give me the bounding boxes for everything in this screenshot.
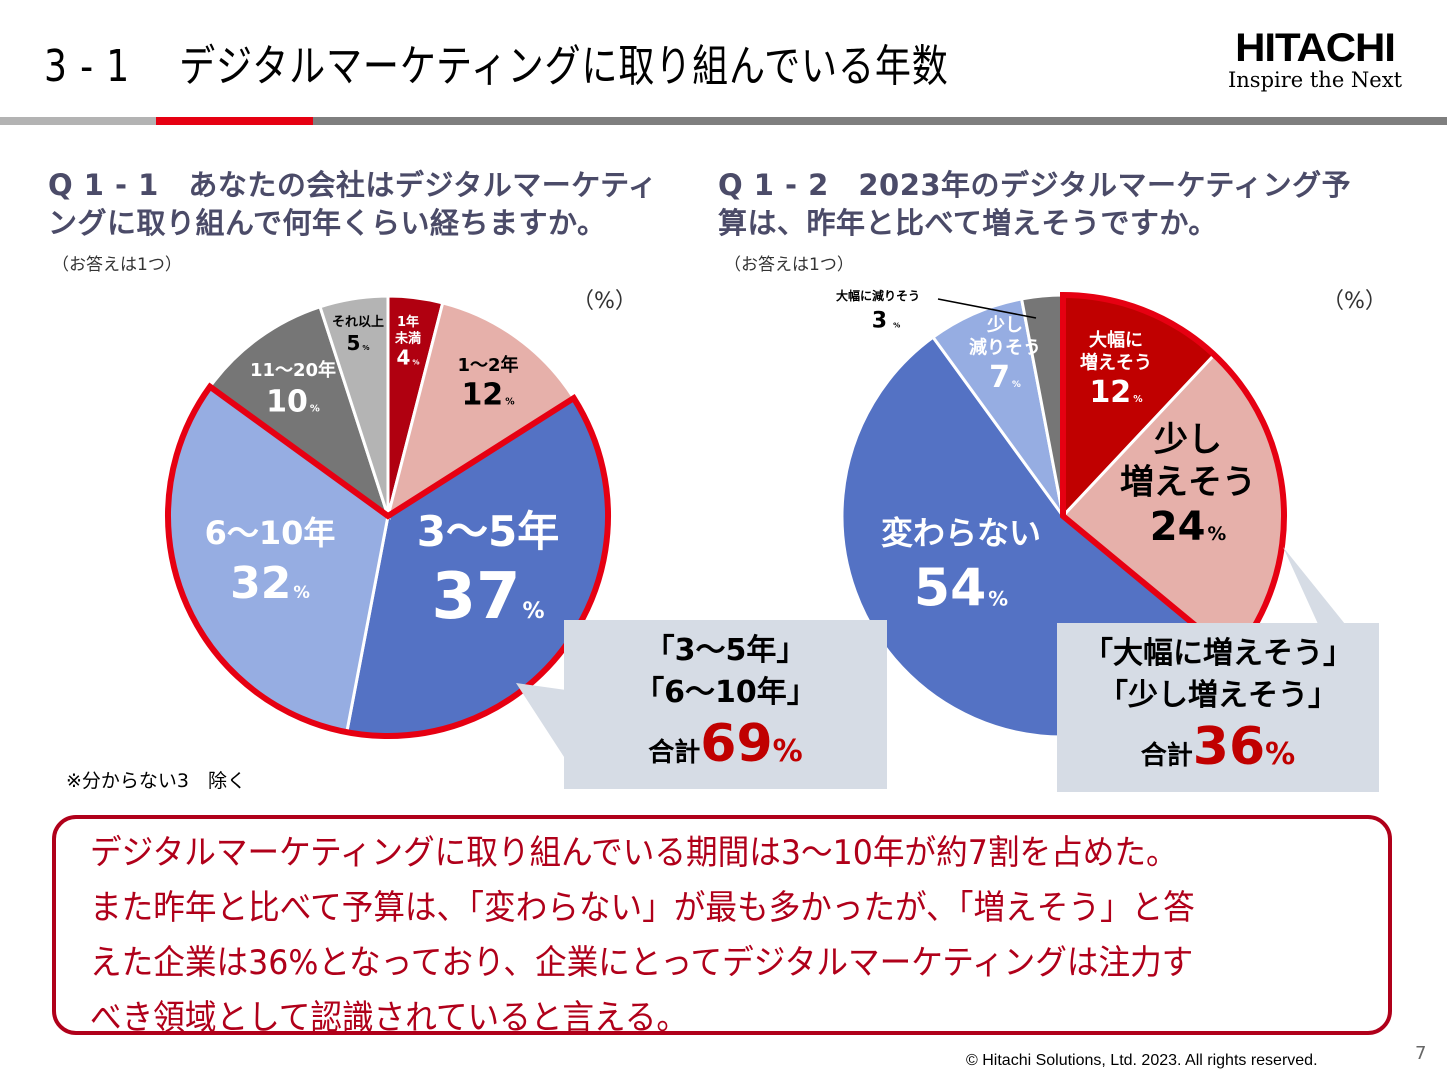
summary-box [52, 815, 1392, 1035]
hitachi-logo: HITACHI Inspire the Next [1205, 28, 1425, 92]
pie-value-2-3: 7% [989, 360, 1021, 395]
q1-title: Q 1 - 1 あなたの会社はデジタルマーケティ ングに取り組んで何年くらい経ち… [48, 166, 657, 242]
callout2-sum-value: 36 [1192, 717, 1266, 777]
q1-note: （お答えは1つ） [52, 255, 182, 275]
callout1-line1: 「3～5年」 [644, 633, 807, 668]
logo-brand: HITACHI [1235, 26, 1396, 70]
callout1-pointer [516, 683, 566, 760]
pie-value-1-1: 12% [461, 378, 515, 413]
pie-label-1-0: 1年未満 [394, 314, 421, 346]
slide-title: 3 - 1 デジタルマーケティングに取り組んでいる年数 [44, 41, 949, 92]
pie-label-1-3: 6～10年 [205, 514, 336, 552]
highlight-outline-1 [165, 382, 611, 739]
pie-label-1-4: 11～20年 [250, 359, 336, 381]
pie-label-1-1: 1～2年 [457, 354, 518, 376]
pie-value-1-5: 5% [346, 331, 369, 355]
q2-note: （お答えは1つ） [724, 255, 854, 275]
pie-label-2-2: 変わらない [881, 514, 1041, 552]
pie-value-1-2: 37% [431, 560, 544, 634]
callout2-line2: 「少し増えそう」 [1098, 678, 1338, 713]
callout-q1-total: 「3～5年」 「6～10年」 合計69% [564, 620, 887, 789]
logo-tagline: Inspire the Next [1205, 68, 1425, 92]
callout2-sum-label: 合計 [1140, 741, 1193, 771]
leader-line-big-decrease [937, 298, 1037, 319]
pie-label-2-0: 大幅に増えそう [1080, 329, 1152, 374]
q2-title: Q 1 - 2 2023年のデジタルマーケティング予 算は、昨年と比べて増えそう… [718, 166, 1351, 242]
callout2-line1: 「大幅に増えそう」 [1083, 636, 1353, 671]
header-band-right [313, 117, 1447, 125]
footnote: ※分からない3 除く [66, 770, 247, 792]
callout2-pointer [1283, 547, 1345, 624]
q2-unit-label: （%） [1322, 289, 1387, 314]
q1-unit-label: （%） [572, 289, 637, 314]
header-band-red [156, 117, 313, 125]
pie-value-1-3: 32% [230, 558, 310, 609]
callout1-sum-unit: % [772, 734, 803, 769]
q2-title-line2: 算は、昨年と比べて増えそうですか。 [718, 206, 1218, 240]
q1-title-line1: Q 1 - 1 あなたの会社はデジタルマーケティ [48, 168, 658, 202]
pie-slice-1-4 [207, 304, 391, 520]
pie-label-2-4: 大幅に減りそう [836, 288, 920, 303]
pie-value-1-4: 10% [266, 385, 320, 420]
q1-title-line2: ングに取り組んで何年くらい経ちますか。 [48, 206, 607, 240]
callout-q2-total: 「大幅に増えそう」 「少し増えそう」 合計36% [1057, 623, 1379, 792]
pie-label-2-1: 少し増えそう [1120, 420, 1256, 503]
copyright: © Hitachi Solutions, Ltd. 2023. All righ… [966, 1052, 1318, 1069]
page-number: 7 [1415, 1043, 1427, 1064]
pie-slice-1-5 [318, 294, 390, 517]
callout2-sum-unit: % [1265, 737, 1296, 772]
pie-value-2-1: 24% [1150, 504, 1227, 550]
header-band-left [0, 117, 156, 125]
callout1-sum-value: 69 [700, 714, 773, 774]
pie-value-2-0: 12% [1089, 375, 1143, 410]
pie-label-1-5: それ以上 [332, 315, 384, 330]
highlight-outline-2 [1060, 291, 1287, 662]
callout1-line2: 「6～10年」 [634, 675, 817, 710]
callout1-sum: 合計69% [564, 716, 887, 772]
callout1-sum-label: 合計 [648, 738, 701, 768]
pie-slice-1-1 [385, 301, 576, 520]
callout2-sum: 合計36% [1057, 719, 1379, 775]
logo-tagline-text: Inspire the Next [1227, 68, 1403, 92]
pie-value-1-0: 4% [396, 345, 419, 369]
pie-label-1-2: 3～5年 [417, 507, 559, 556]
pie-value-2-4: 3% [872, 308, 900, 333]
summary-text: デジタルマーケティングに取り組んでいる期間は3～10年が約7割を占めた。 また昨… [90, 833, 1195, 1038]
pie-value-2-2: 54% [914, 558, 1008, 618]
pie-label-2-3: 少し減りそう [969, 315, 1041, 359]
q2-title-line1: Q 1 - 2 2023年のデジタルマーケティング予 [718, 168, 1352, 202]
